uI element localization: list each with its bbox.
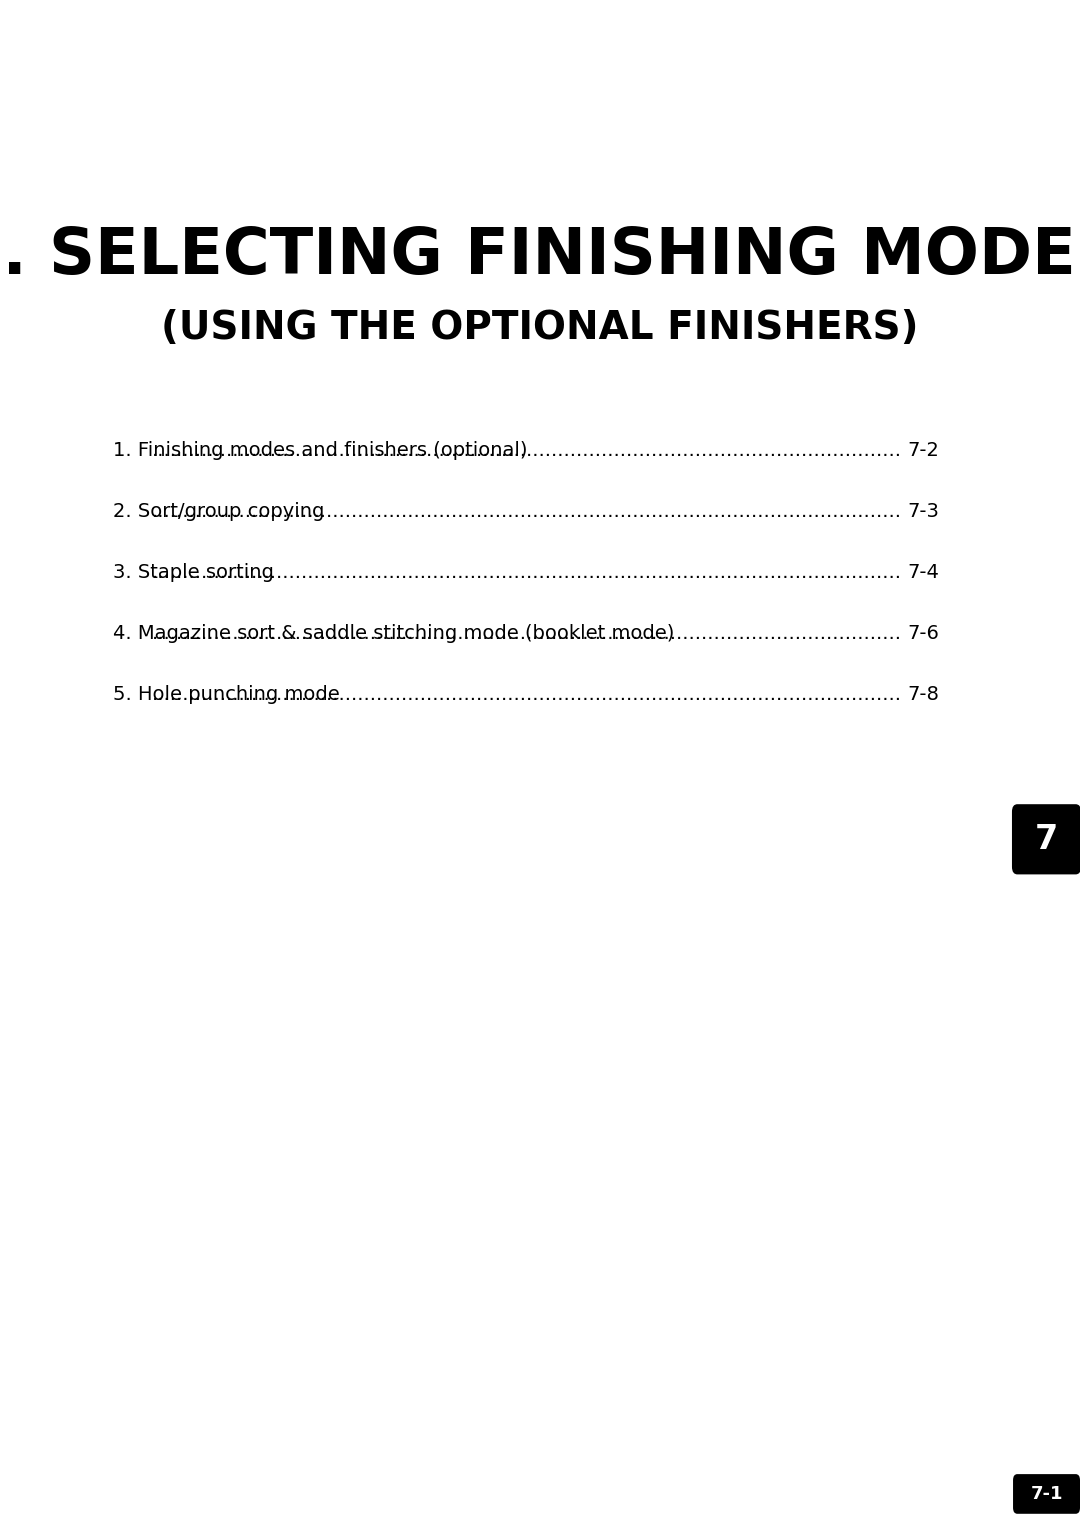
Text: 7. SELECTING FINISHING MODES: 7. SELECTING FINISHING MODES	[0, 226, 1080, 287]
Text: (USING THE OPTIONAL FINISHERS): (USING THE OPTIONAL FINISHERS)	[161, 310, 919, 346]
Text: 5. Hole punching mode: 5. Hole punching mode	[113, 685, 340, 703]
Text: 7-8: 7-8	[907, 685, 940, 703]
Text: 7: 7	[1035, 823, 1058, 856]
Text: 7-6: 7-6	[907, 624, 940, 642]
Text: ................................................................................: ........................................…	[151, 441, 902, 459]
Text: ................................................................................: ........................................…	[151, 563, 902, 581]
Text: ................................................................................: ........................................…	[151, 624, 902, 642]
Text: 3. Staple sorting: 3. Staple sorting	[113, 563, 274, 581]
Text: 7-1: 7-1	[1030, 1485, 1063, 1503]
Text: 7-4: 7-4	[907, 563, 940, 581]
Text: 7-3: 7-3	[907, 502, 940, 520]
FancyBboxPatch shape	[1012, 804, 1080, 874]
Text: ................................................................................: ........................................…	[151, 502, 902, 520]
Text: 7-2: 7-2	[907, 441, 940, 459]
Text: ................................................................................: ........................................…	[151, 685, 902, 703]
Text: 4. Magazine sort & saddle stitching mode (booklet mode): 4. Magazine sort & saddle stitching mode…	[113, 624, 675, 642]
FancyBboxPatch shape	[1013, 1474, 1080, 1514]
Text: 2. Sort/group copying: 2. Sort/group copying	[113, 502, 325, 520]
Text: 1. Finishing modes and finishers (optional): 1. Finishing modes and finishers (option…	[113, 441, 528, 459]
